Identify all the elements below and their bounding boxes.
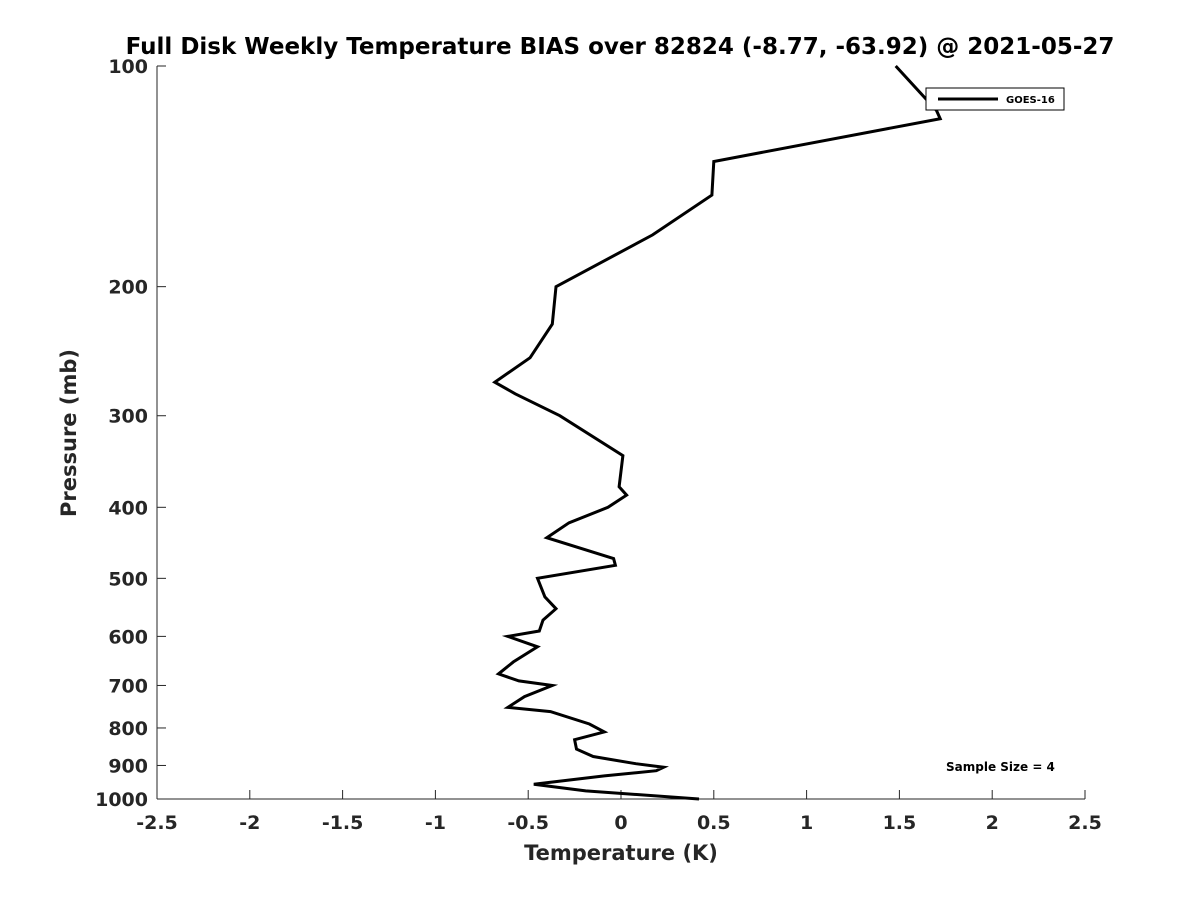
x-tick-label: 1 (800, 812, 813, 834)
y-tick-label: 500 (108, 568, 148, 590)
legend: GOES-16 (925, 87, 1065, 111)
x-tick-label: 0 (614, 812, 627, 834)
y-tick-label: 100 (108, 56, 148, 78)
y-tick-label: 900 (108, 755, 148, 777)
y-tick-label: 600 (108, 626, 148, 648)
chart-title: Full Disk Weekly Temperature BIAS over 8… (126, 34, 1115, 60)
y-tick-label: 300 (108, 406, 148, 428)
x-tick-label: -0.5 (507, 812, 549, 834)
x-tick-label: 2 (986, 812, 999, 834)
y-tick-label: 400 (108, 497, 148, 519)
x-tick-label: 0.5 (697, 812, 731, 834)
x-axis-label: Temperature (K) (524, 841, 718, 865)
x-tick-label: -2 (239, 812, 260, 834)
y-tick-label: 800 (108, 718, 148, 740)
y-tick-label: 700 (108, 675, 148, 697)
x-tick-label: 2.5 (1068, 812, 1102, 834)
x-tick-label: -1.5 (322, 812, 364, 834)
series-line-goes-16 (491, 64, 943, 801)
x-axis: -2.5 -2 -1.5 -1 -0.5 0 0.5 1 1.5 2 2.5 (136, 790, 1102, 834)
y-tick-label: 200 (108, 277, 148, 299)
y-axis-label: Pressure (mb) (57, 349, 81, 517)
legend-entry: GOES-16 (1006, 95, 1055, 106)
series-layer (491, 64, 943, 801)
x-tick-label: 1.5 (883, 812, 917, 834)
x-tick-label: -1 (425, 812, 446, 834)
y-axis: 100 200 300 400 500 600 700 800 900 1000 (95, 56, 166, 811)
x-tick-label: -2.5 (136, 812, 178, 834)
sample-size-annotation: Sample Size = 4 (946, 760, 1055, 774)
y-tick-label: 1000 (95, 789, 148, 811)
